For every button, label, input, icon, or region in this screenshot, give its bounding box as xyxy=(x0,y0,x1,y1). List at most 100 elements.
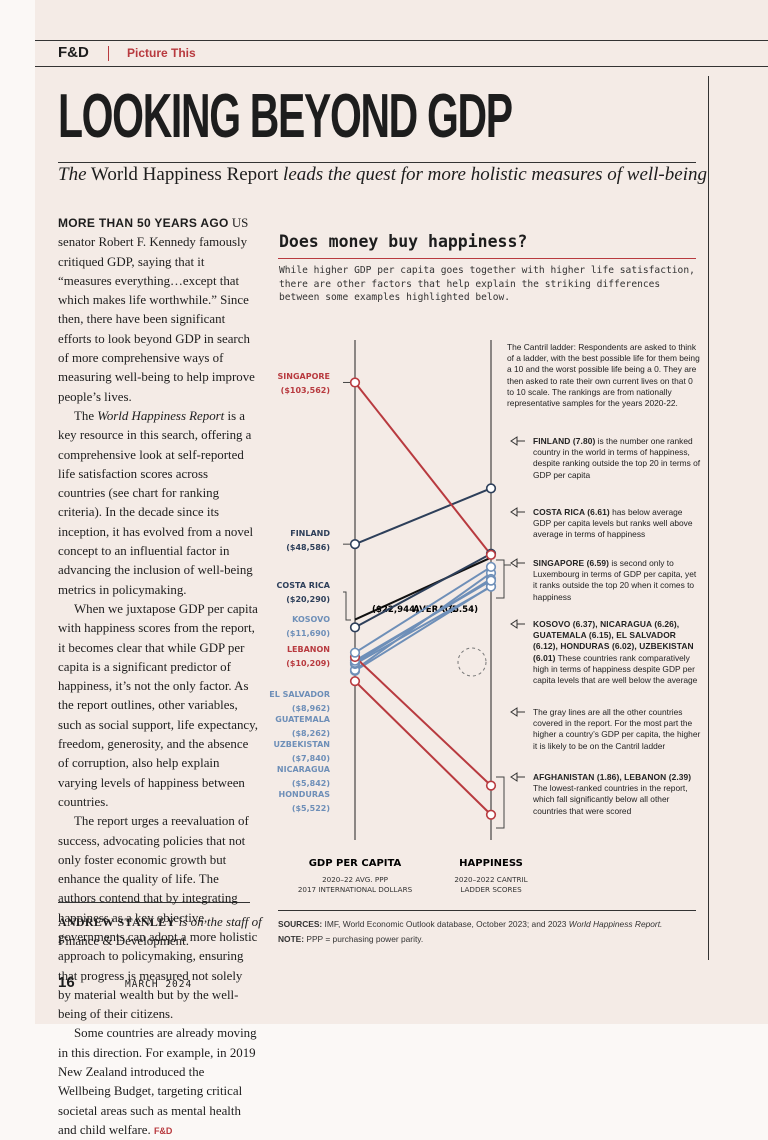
gdp-dot xyxy=(349,539,361,550)
happiness-dot xyxy=(485,549,497,560)
annotation-bracket xyxy=(496,559,511,599)
header-separator xyxy=(108,46,109,61)
annotation: FINLAND (7.80) is the number one ranked … xyxy=(533,436,701,481)
sources: SOURCES: IMF, World Economic Outlook dat… xyxy=(278,919,662,929)
paragraph: MORE THAN 50 YEARS AGO US senator Robert… xyxy=(58,214,258,407)
note-label: NOTE: xyxy=(278,934,305,944)
gdp-dot xyxy=(349,377,361,388)
paragraph-text: The xyxy=(74,408,98,423)
paragraph-text: is a key resource in this search, offeri… xyxy=(58,408,254,597)
page-number: 16 xyxy=(58,974,75,991)
country-label: KOSOVO xyxy=(292,615,330,624)
chart-title: Does money buy happiness? xyxy=(279,232,528,251)
paragraph: Some countries are already moving in thi… xyxy=(58,1024,258,1140)
slope-chart: ($22,944)AVERAGE(6.54) HONDURAS ($5,522) NI… xyxy=(269,340,528,894)
country-label: GUATEMALA xyxy=(275,715,331,724)
highlight-ring xyxy=(457,647,487,677)
gdp-value-label: ($8,262) xyxy=(292,729,330,738)
annotation: KOSOVO (6.37), NICARAGUA (6.26), GUATEMA… xyxy=(533,619,701,686)
country-label: NICARAGUA xyxy=(277,765,331,774)
gdp-value-label: ($5,842) xyxy=(292,779,330,788)
axis-title: GDP PER CAPITA xyxy=(309,858,402,869)
country-label: COSTA RICA xyxy=(277,581,331,590)
annotation-lead: COSTA RICA (6.61) xyxy=(533,507,610,517)
country-label: FINLAND xyxy=(290,529,330,538)
chart-subtitle: While higher GDP per capita goes togethe… xyxy=(279,265,695,303)
deck-part: The xyxy=(58,164,87,185)
annotation-lead: AFGHANISTAN (1.86), LEBANON (2.39) xyxy=(533,772,692,782)
gdp-value-label: ($7,840) xyxy=(292,754,330,763)
happiness-dot xyxy=(485,809,497,820)
average-line xyxy=(354,556,492,621)
happiness-dot xyxy=(485,575,497,586)
gdp-value-label: ($10,209) xyxy=(286,659,330,668)
country-line xyxy=(354,381,492,556)
lead-in: MORE THAN 50 YEARS AGO xyxy=(58,216,229,230)
annotation-bracket xyxy=(496,776,505,829)
chart-title-rule xyxy=(278,258,696,259)
axis-title: HAPPINESS xyxy=(459,858,523,869)
average-happiness-label: (6.54) xyxy=(449,605,478,615)
country-label: SINGAPORE xyxy=(278,372,330,381)
gdp-value-label: ($20,290) xyxy=(286,595,330,604)
paragraph-text: Some countries are already moving in thi… xyxy=(58,1026,257,1137)
annotation-lead: SINGAPORE (6.59) xyxy=(533,558,610,568)
issue-date: MARCH 2024 xyxy=(125,979,193,990)
annotation-text: is second only to Luxembourg in terms of… xyxy=(533,558,697,602)
annotation-text: These countries rank comparatively high … xyxy=(533,652,698,686)
annotation: SINGAPORE (6.59) is second only to Luxem… xyxy=(533,558,701,603)
byline: ANDREW STANLEY is on the staff of Financ… xyxy=(58,912,268,950)
annotation-text: The Cantril ladder: Respondents are aske… xyxy=(507,342,700,409)
annotation-text: The gray lines are all the other countri… xyxy=(533,707,701,751)
country-line xyxy=(354,680,492,816)
axis-note: 2020–22 AVG. PPP xyxy=(322,875,388,884)
byline-part: is on the staff of xyxy=(175,914,262,929)
annotation-lead: FINLAND (7.80) xyxy=(533,436,596,446)
paper xyxy=(35,0,768,1024)
brand: F&D xyxy=(58,44,89,61)
gdp-dot xyxy=(349,622,361,633)
paragraph-text: The report urges a reevaluation of succe… xyxy=(58,814,258,1022)
axis-note: 2017 INTERNATIONAL DOLLARS xyxy=(298,885,413,894)
gdp-dot xyxy=(349,647,361,658)
country-line xyxy=(354,579,492,662)
annotation-marker xyxy=(510,558,518,568)
axis-note: 2020–2022 CANTRIL xyxy=(454,875,527,884)
country-line xyxy=(354,585,492,665)
note: NOTE: PPP = purchasing power parity. xyxy=(278,934,423,944)
annotation-marker xyxy=(510,619,518,629)
sources-rule xyxy=(278,910,696,911)
country-line xyxy=(354,487,492,546)
annotation: AFGHANISTAN (1.86), LEBANON (2.39) The l… xyxy=(533,772,701,817)
top-rule xyxy=(35,40,768,41)
title-rule xyxy=(58,162,696,163)
annotation-text: has below average GDP per capita levels … xyxy=(533,507,693,540)
axis-note: LADDER SCORES xyxy=(460,885,522,894)
headline: LOOKING BEYOND GDP xyxy=(58,82,513,151)
gdp-dot xyxy=(349,676,361,687)
paragraph: The World Happiness Report is a key reso… xyxy=(58,407,258,600)
happiness-dot xyxy=(485,483,497,494)
annotation-text: is the number one ranked country in the … xyxy=(533,436,701,480)
bracket xyxy=(343,591,351,621)
sources-label: SOURCES: xyxy=(278,919,323,929)
paragraph: The report urges a reevaluation of succe… xyxy=(58,812,258,1024)
paragraph-text: US senator Robert F. Kennedy famously cr… xyxy=(58,216,255,404)
annotation-marker xyxy=(510,507,518,517)
happiness-dot xyxy=(485,561,497,573)
annotation-marker xyxy=(510,436,518,446)
gdp-value-label: ($5,522) xyxy=(292,804,330,813)
average-gdp-label: ($22,944) xyxy=(372,605,419,615)
author: ANDREW STANLEY xyxy=(58,915,176,929)
note-text: PPP = purchasing power parity. xyxy=(304,934,424,944)
end-mark: F&D xyxy=(153,1125,173,1136)
annotation-text: The lowest-ranked countries in the repor… xyxy=(533,783,688,816)
gdp-value-label: ($11,690) xyxy=(286,629,330,638)
country-label: UZBEKISTAN xyxy=(273,740,330,749)
country-line xyxy=(354,566,492,654)
deck-part: leads the quest for more holistic measur… xyxy=(283,164,707,185)
annotation: The gray lines are all the other countri… xyxy=(533,707,701,752)
paragraph-text: When we juxtapose GDP per capita with ha… xyxy=(58,601,258,809)
byline-part: Finance & Development. xyxy=(58,933,190,948)
average-label: AVERAGE xyxy=(413,605,458,615)
